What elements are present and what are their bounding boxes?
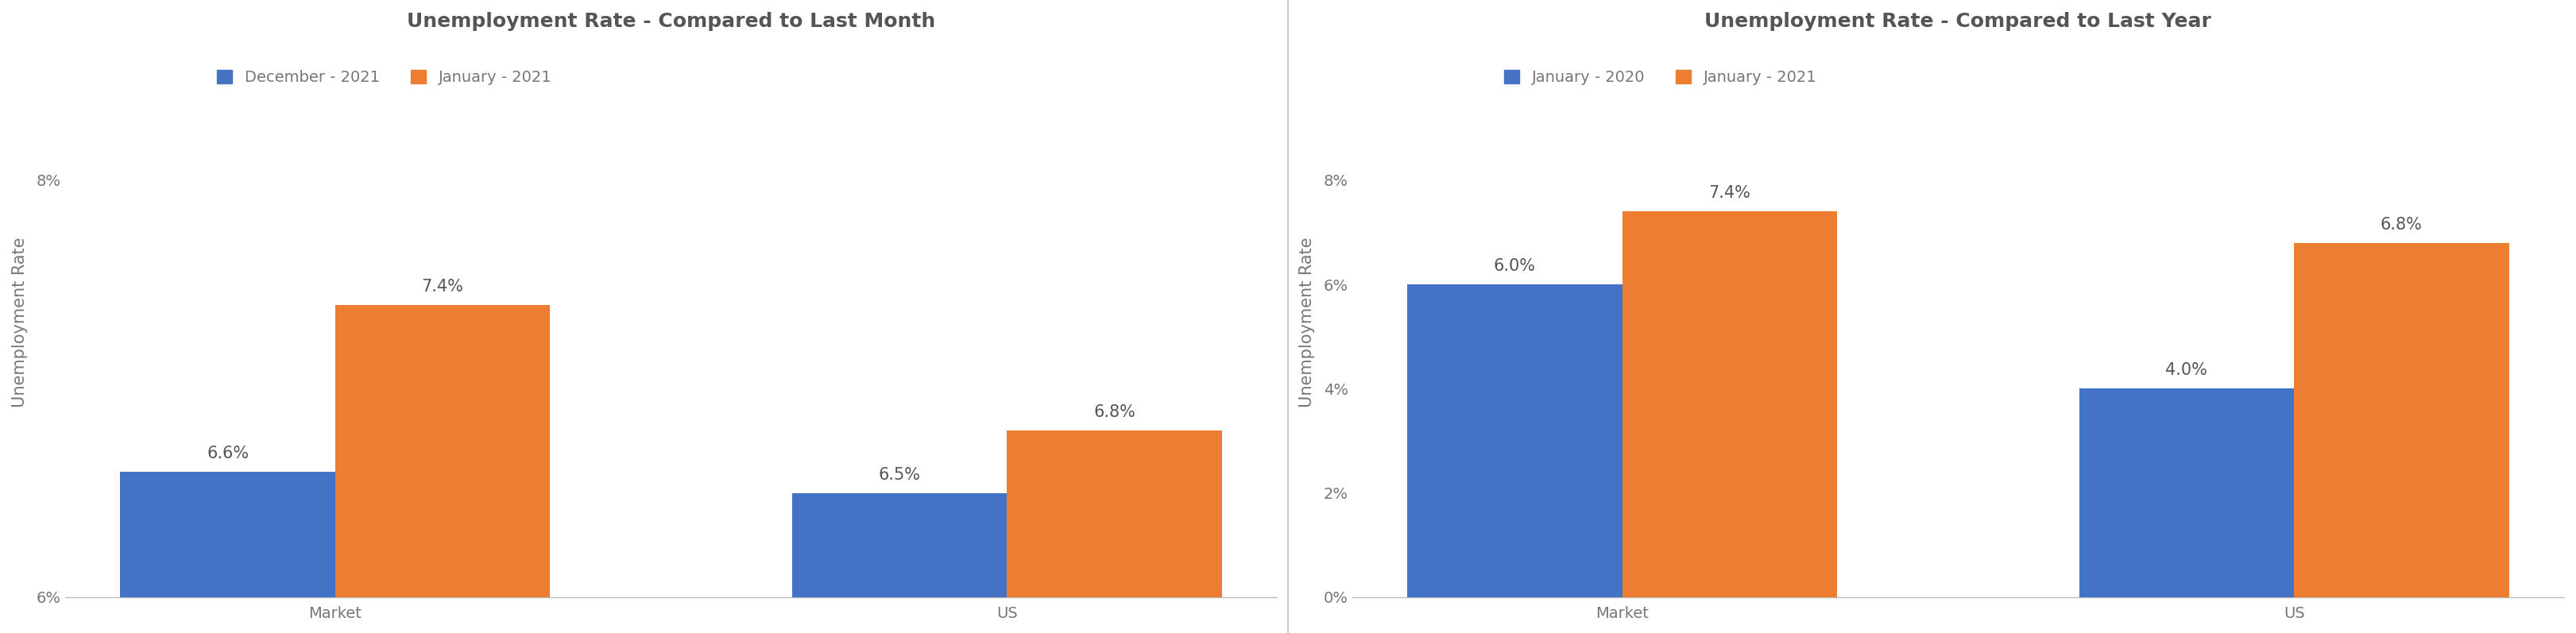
Text: 6.8%: 6.8% <box>1092 404 1136 420</box>
Bar <box>1406 284 1623 597</box>
Text: 6.6%: 6.6% <box>206 446 250 461</box>
Bar <box>791 493 1007 597</box>
Text: 7.4%: 7.4% <box>1708 185 1752 201</box>
Text: 6.0%: 6.0% <box>1494 258 1535 274</box>
Text: 4.0%: 4.0% <box>2166 363 2208 379</box>
Bar <box>335 305 551 597</box>
Text: 7.4%: 7.4% <box>422 279 464 295</box>
Text: 6.5%: 6.5% <box>878 467 920 482</box>
Y-axis label: Unemployment Rate: Unemployment Rate <box>13 237 28 407</box>
Bar <box>1007 430 1221 597</box>
Bar <box>121 472 335 597</box>
Bar <box>1623 211 1837 597</box>
Text: 6.8%: 6.8% <box>2380 216 2421 232</box>
Legend: January - 2020, January - 2021: January - 2020, January - 2021 <box>1497 63 1824 91</box>
Bar <box>2295 243 2509 597</box>
Y-axis label: Unemployment Rate: Unemployment Rate <box>1298 237 1314 407</box>
Title: Unemployment Rate - Compared to Last Year: Unemployment Rate - Compared to Last Yea… <box>1705 12 2213 31</box>
Title: Unemployment Rate - Compared to Last Month: Unemployment Rate - Compared to Last Mon… <box>407 12 935 31</box>
Legend: December - 2021, January - 2021: December - 2021, January - 2021 <box>211 63 559 91</box>
Bar <box>2079 389 2295 597</box>
